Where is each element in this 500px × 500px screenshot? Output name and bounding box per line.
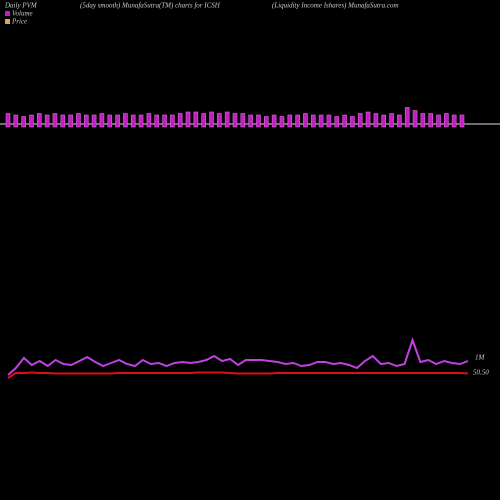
volume-bar (365, 111, 371, 128)
volume-bar (303, 113, 308, 128)
volume-bar (21, 116, 26, 128)
legend-swatch (5, 11, 10, 16)
volume-bar (185, 111, 191, 128)
volume-bar (123, 113, 128, 128)
volume-bar (389, 113, 394, 128)
volume-bar (130, 114, 136, 128)
volume-bar (310, 114, 316, 128)
volume-bar (68, 114, 73, 128)
volume-bar (201, 113, 206, 128)
legend-label: Price (11, 18, 27, 26)
volume-bar (428, 113, 433, 128)
volume-bar (177, 113, 183, 128)
volume-bar (209, 111, 214, 128)
volume-bar (381, 114, 387, 128)
volume-bar (83, 114, 89, 128)
volume-bar (256, 114, 261, 128)
volume-bar (459, 114, 465, 128)
price-level-label: 50.50 (473, 369, 489, 377)
volume-bar (318, 114, 324, 128)
volume-bar (404, 107, 410, 128)
chart-source: (Liquidity Income Ishares) MunafaSutra.c… (272, 2, 399, 10)
volume-bar (350, 116, 355, 128)
volume-bar (99, 113, 105, 128)
volume-bar (412, 110, 418, 128)
volume-bar (232, 113, 238, 128)
volume-bar (326, 114, 332, 128)
chart-subtitle: (5day smooth) MunafaSutra(TM) charts for… (80, 2, 221, 10)
volume-bar (420, 113, 426, 128)
volume-bar (264, 116, 269, 128)
volume-bar (37, 113, 42, 128)
volume-bar (248, 114, 253, 128)
volume-bar (146, 113, 152, 128)
volume-bar (138, 114, 144, 128)
volume-bar (279, 116, 285, 128)
volume-bar (60, 114, 66, 128)
volume-bar (451, 114, 457, 128)
volume-bar (334, 116, 340, 128)
volume-bar (373, 113, 379, 128)
legend-label: Volume (12, 10, 33, 18)
legend-swatch (5, 19, 10, 24)
volume-bar (342, 114, 347, 128)
volume-bar (5, 113, 11, 128)
volume-bar (44, 114, 50, 128)
volume-bar (193, 111, 199, 128)
volume-bar (107, 114, 113, 128)
volume-bar (287, 114, 293, 128)
volume-bar (13, 114, 19, 128)
volume-bar (29, 114, 34, 128)
chart-title: Daily PVM (4, 2, 38, 10)
series-line (7, 336, 469, 376)
volume-bar (170, 114, 175, 128)
volume-bar (217, 113, 222, 128)
volume-bar (444, 113, 449, 128)
volume-bar (52, 113, 58, 128)
volume-bar (224, 111, 230, 128)
volume-bar (154, 114, 160, 128)
volume-bar (162, 114, 167, 128)
volume-bar (295, 114, 300, 128)
volume-level-label: 1M (475, 354, 486, 362)
volume-bar (397, 114, 402, 128)
volume-bar (436, 114, 441, 128)
volume-bar (91, 114, 97, 128)
volume-bar (76, 113, 81, 128)
series-line (7, 371, 469, 379)
volume-bar (115, 114, 120, 128)
volume-bar (357, 113, 363, 128)
volume-bar (240, 113, 246, 128)
volume-bar (271, 114, 277, 128)
